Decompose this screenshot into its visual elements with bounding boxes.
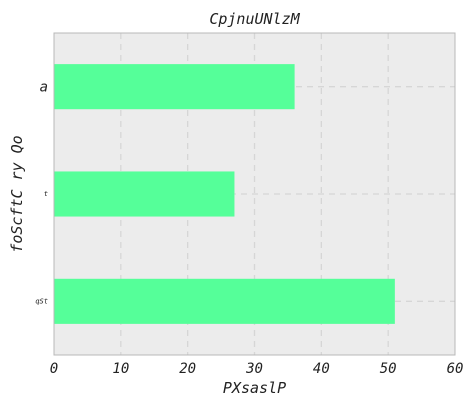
x-ticks: 0 10 20 30 40 50 60	[50, 361, 464, 377]
x-tick-label: 50	[380, 361, 397, 377]
x-tick-label: 20	[179, 361, 196, 377]
plot-frame	[53, 32, 456, 356]
y-tick-label: t	[44, 190, 48, 198]
y-tick-label: a	[40, 80, 48, 96]
bars	[54, 64, 395, 324]
x-axis-label: PXsaslP	[223, 379, 286, 397]
x-tick-label: 0	[50, 361, 58, 377]
x-tick-label: 10	[112, 361, 129, 377]
x-tick-label: 60	[447, 361, 464, 377]
bar-qSt	[54, 278, 395, 324]
y-tick-label: qSt	[35, 297, 48, 305]
x-tick-label: 40	[313, 361, 330, 377]
bar-a	[54, 64, 295, 110]
bar-t	[54, 171, 235, 217]
y-ticks: qSt t a	[35, 80, 48, 306]
y-axis-label: foScftC ry Qo	[8, 135, 26, 252]
x-tick-label: 30	[245, 361, 263, 377]
chart-title: CpjnuUNlzM	[209, 10, 300, 28]
